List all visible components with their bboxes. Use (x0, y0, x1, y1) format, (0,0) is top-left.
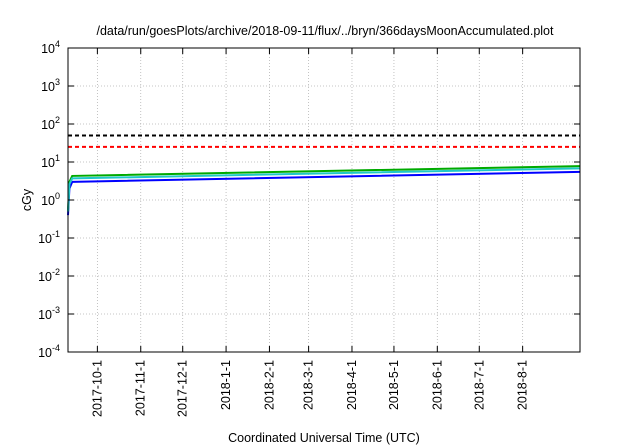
x-tick-label: 2018-1-1 (219, 360, 233, 410)
x-tick-label: 2018-5-1 (387, 360, 401, 410)
y-tick-exponent: 3 (55, 77, 60, 87)
data-series (67, 165, 581, 216)
y-tick-exponent: 1 (55, 153, 60, 163)
x-tick-labels: 2017-10-1 2017-11-1 2017-12-1 2018-1-1 2018-… (90, 360, 529, 417)
y-tick-exponent: -3 (52, 305, 60, 315)
y-tick-exponent: -4 (52, 343, 60, 353)
y-tick-exponent: 0 (55, 191, 60, 201)
axis-ticks (68, 47, 580, 353)
grid (68, 48, 580, 352)
x-tick-label: 2017-11-1 (134, 360, 148, 416)
y-tick-exponent: 4 (55, 39, 60, 49)
x-tick-label: 2018-7-1 (472, 360, 486, 410)
y-axis-label: cGy (20, 188, 34, 211)
x-tick-label: 2018-2-1 (262, 360, 276, 410)
reference-lines (68, 134, 580, 148)
series-line (67, 167, 581, 212)
x-tick-label: 2018-4-1 (345, 360, 359, 410)
x-tick-label: 2018-3-1 (302, 360, 316, 410)
x-tick-label: 2018-8-1 (516, 360, 530, 410)
y-tick-exponent: 2 (55, 115, 60, 125)
chart-title: /data/run/goesPlots/archive/2018-09-11/f… (97, 24, 555, 38)
x-tick-label: 2017-12-1 (176, 360, 190, 417)
y-tick-exponent: -1 (52, 229, 60, 239)
x-axis-label: Coordinated Universal Time (UTC) (228, 431, 420, 445)
x-tick-label: 2017-10-1 (90, 360, 104, 417)
y-tick-exponent: -2 (52, 267, 60, 277)
x-tick-label: 2018-6-1 (430, 360, 444, 410)
